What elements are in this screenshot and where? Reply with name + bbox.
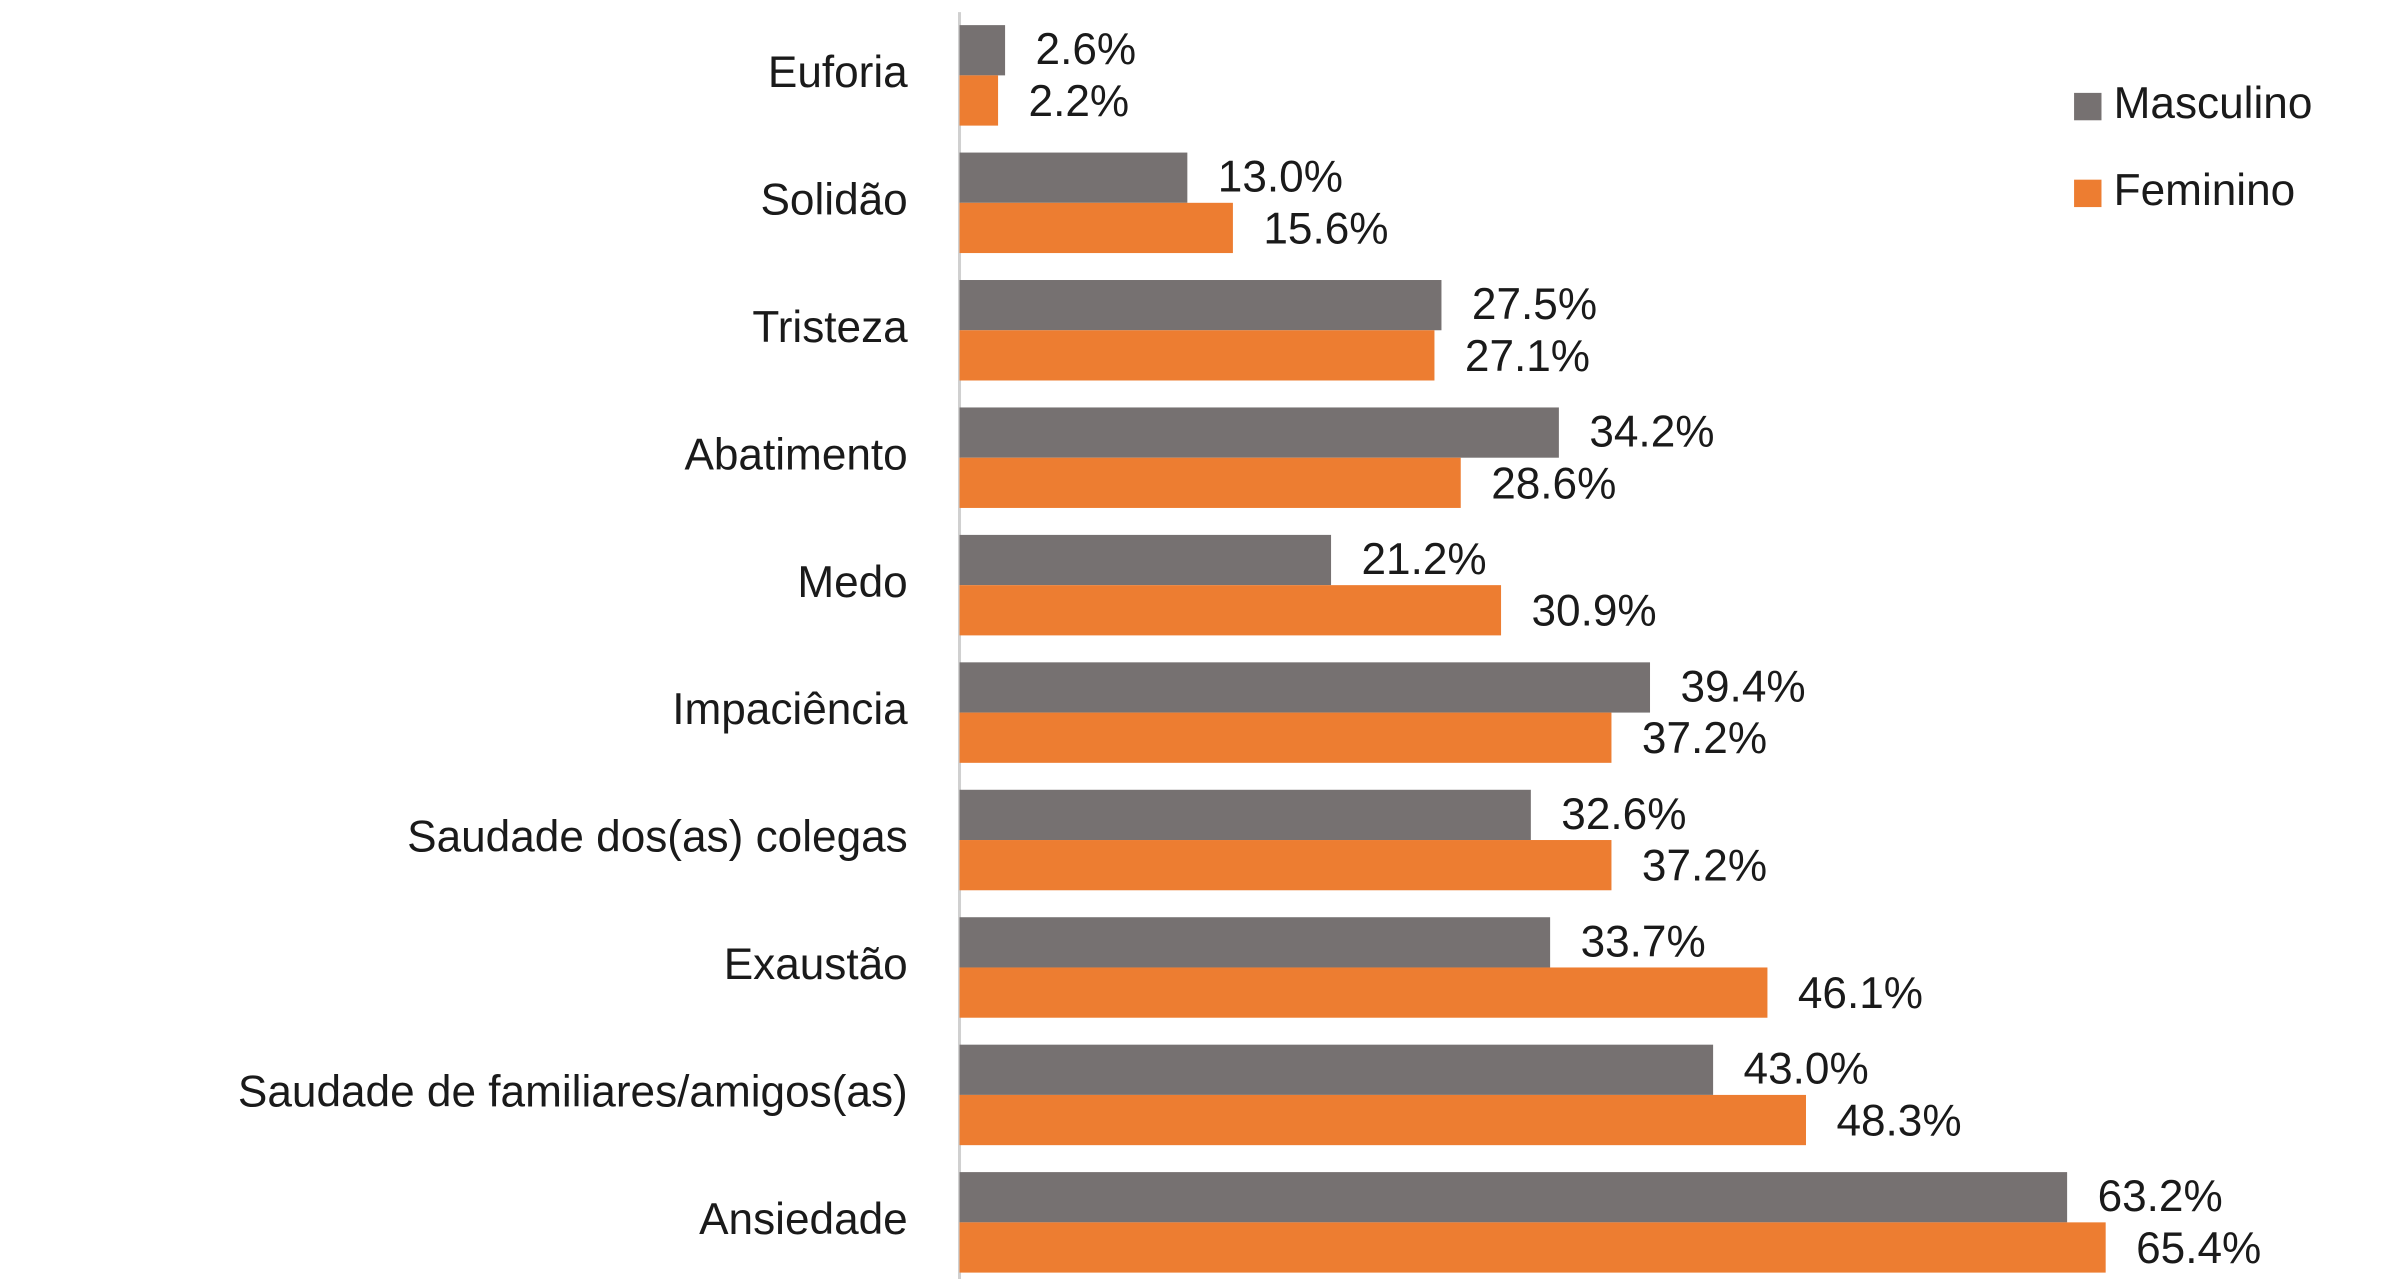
y-tick-label: Exaustão [724,940,908,989]
value-label: 63.2% [2098,1172,2223,1221]
legend-swatch [2074,92,2102,121]
y-tick-label: Saudade dos(as) colegas [407,813,908,862]
bar [959,712,1612,763]
value-label: 33.7% [1581,917,1706,966]
value-label: 39.4% [1680,662,1805,711]
bar [959,75,999,126]
value-label: 15.6% [1263,204,1388,253]
value-label: 46.1% [1798,969,1923,1018]
bar [959,1172,2068,1223]
legend-swatch [2074,179,2102,208]
value-label: 48.3% [1836,1097,1961,1146]
y-tick-label: Medo [797,558,907,607]
y-tick-label: Abatimento [684,430,907,479]
y-tick-label: Tristeza [752,303,908,352]
value-label: 37.2% [1642,714,1767,763]
y-tick-label: Ansiedade [699,1195,908,1244]
bar [959,534,1332,586]
bar [959,202,1233,254]
y-tick-label: Saudade de familiares/amigos(as) [238,1068,908,1117]
bar [959,457,1461,508]
value-label: 28.6% [1491,459,1616,508]
bar [959,967,1768,1018]
bar [959,917,1551,968]
value-label: 37.2% [1642,842,1767,891]
value-label: 27.1% [1465,332,1590,381]
value-label: 30.9% [1532,587,1657,636]
bar [959,840,1612,891]
legend-label: Feminino [2114,166,2296,215]
bar [959,330,1435,381]
value-label: 2.2% [1029,77,1130,126]
bar [959,1044,1714,1095]
y-tick-label: Solidão [760,175,907,224]
value-label: 32.6% [1561,790,1686,839]
bar [959,1222,2106,1273]
bar [959,662,1651,713]
value-label: 2.6% [1036,25,1137,74]
bar [959,25,1006,76]
y-tick-label: Euforia [768,48,908,97]
bar [959,585,1502,636]
bar [959,152,1188,203]
bar [959,407,1559,458]
value-label: 13.0% [1218,153,1343,202]
value-label: 65.4% [2136,1224,2261,1273]
bar [959,789,1531,841]
value-label: 27.5% [1472,280,1597,329]
y-tick-label: Impaciência [672,685,908,734]
value-label: 21.2% [1362,535,1487,584]
bar [959,280,1442,331]
bar [959,1094,1806,1146]
value-label: 43.0% [1744,1045,1869,1094]
value-label: 34.2% [1589,408,1714,457]
legend-label: Masculino [2114,79,2313,128]
